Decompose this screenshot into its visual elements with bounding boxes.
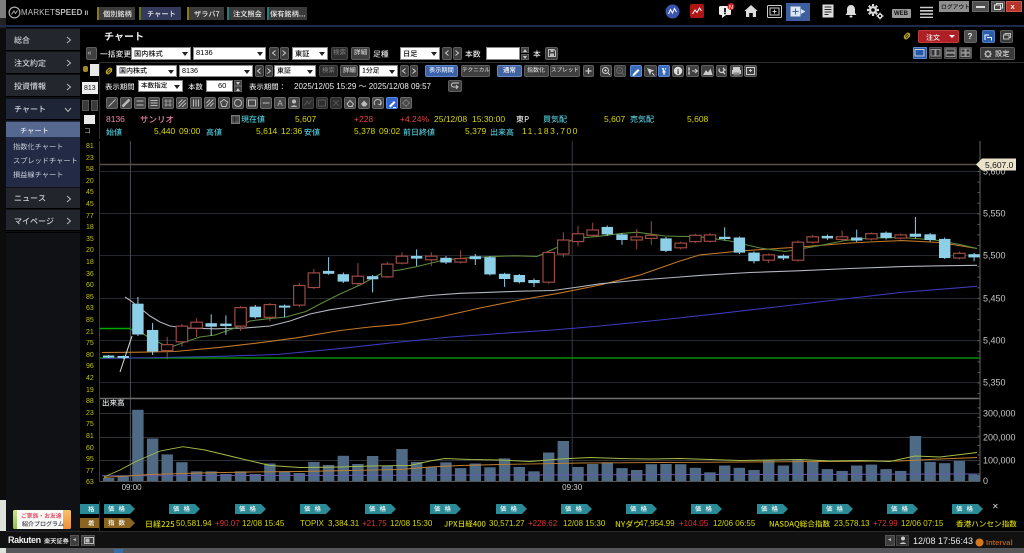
svg-text:09:30: 09:30 [562, 483, 583, 492]
svg-text:i: i [677, 67, 679, 76]
svg-text:5,400: 5,400 [983, 336, 1006, 346]
svg-text:300,000: 300,000 [983, 409, 1016, 419]
svg-text:0: 0 [983, 476, 988, 486]
svg-text:¥: ¥ [662, 66, 667, 76]
svg-text:5,607.0: 5,607.0 [985, 160, 1014, 170]
svg-text:100,000: 100,000 [983, 456, 1016, 466]
svg-text:N: N [729, 5, 733, 11]
svg-text:200,000: 200,000 [983, 433, 1016, 443]
svg-text:5,600: 5,600 [983, 167, 1006, 177]
svg-text:A: A [277, 99, 283, 108]
svg-text:09:00: 09:00 [122, 483, 143, 492]
svg-text:5,550: 5,550 [983, 209, 1006, 219]
svg-text:5,350: 5,350 [983, 378, 1006, 388]
svg-text:5,500: 5,500 [983, 251, 1006, 261]
svg-text:5,450: 5,450 [983, 294, 1006, 304]
